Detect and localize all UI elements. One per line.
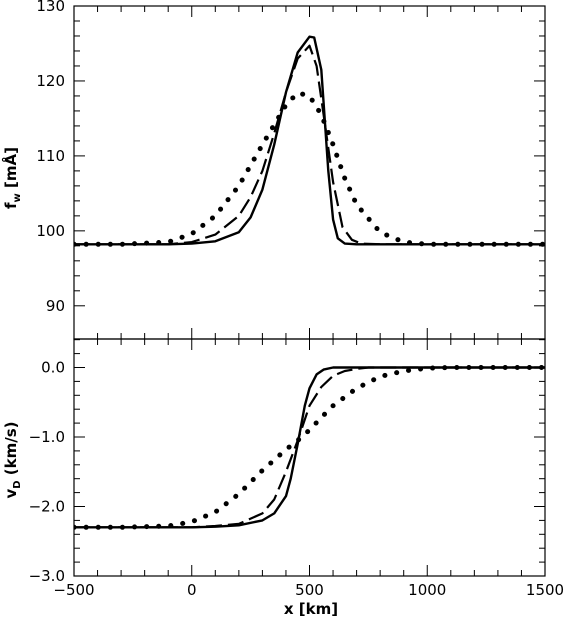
y-axis-label-unit: [mÅ] [1, 147, 20, 193]
y-tick-label: −3.0 [29, 567, 65, 585]
y-axis-label-subscript: D [12, 480, 23, 488]
y-axis-label: vD (km/s) [2, 421, 23, 498]
x-axis-label: x [km] [284, 600, 338, 618]
y-tick-label: 90 [46, 297, 65, 315]
y-axis-label: fw [mÅ] [1, 147, 23, 209]
series-line-dashed [74, 44, 545, 246]
x-tick-label: 0 [187, 581, 197, 599]
y-tick-label: 110 [36, 147, 65, 165]
series-line-dashed [74, 366, 545, 529]
y-tick-label: 0.0 [41, 358, 65, 376]
x-tick-label: 500 [295, 581, 324, 599]
y-tick-label: 120 [36, 72, 65, 90]
y-tick-label: −1.0 [29, 428, 65, 446]
bottom-panel: 0.0 −1.0 −2.0 −3.0−500 0 500 1000 1500 vD (km/s) [2, 338, 564, 599]
y-tick-label: 130 [36, 0, 65, 15]
x-tick-label: 1500 [526, 581, 564, 599]
top-panel: 90 100 110 120 130 fw [mÅ] [1, 0, 546, 340]
y-axis-label-main: v [2, 489, 20, 499]
y-tick-label: 100 [36, 222, 65, 240]
series-line-dotted [74, 365, 545, 530]
series-line-dotted [74, 90, 545, 247]
y-axis-label-subscript: w [12, 193, 23, 202]
series-line-solid [74, 366, 545, 529]
y-tick-label: −2.0 [29, 497, 65, 515]
y-axis-label-unit: (km/s) [2, 421, 20, 480]
y-axis-label-main: f [2, 202, 20, 209]
x-tick-label: 1000 [408, 581, 446, 599]
x-tick-label: −500 [53, 581, 94, 599]
